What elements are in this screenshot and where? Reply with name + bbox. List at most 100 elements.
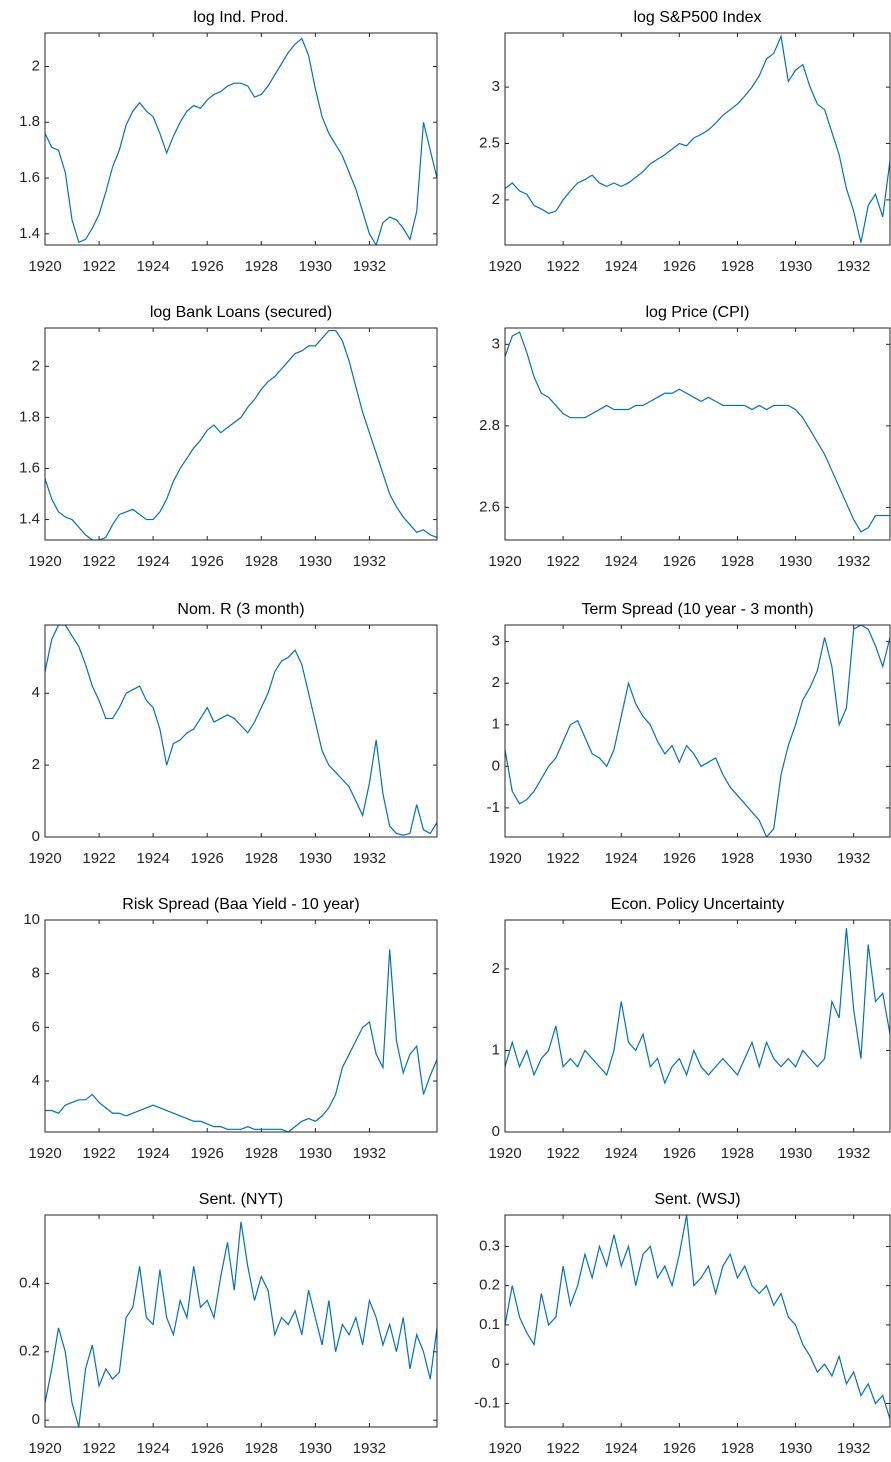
- y-tick-label: 1: [492, 716, 500, 733]
- x-tick-label: 1928: [721, 1145, 754, 1162]
- x-tick-label: 1926: [191, 850, 224, 867]
- panel-title: log Ind. Prod.: [193, 9, 288, 26]
- x-tick-label: 1932: [837, 850, 870, 867]
- x-tick-label: 1932: [837, 1145, 870, 1162]
- x-tick-label: 1922: [82, 258, 115, 275]
- x-tick-label: 1922: [82, 1440, 115, 1457]
- x-tick-label: 1924: [136, 1145, 169, 1162]
- x-tick-label: 1926: [191, 553, 224, 570]
- x-tick-label: 1922: [546, 850, 579, 867]
- x-tick-label: 1928: [245, 1440, 278, 1457]
- x-tick-label: 1924: [605, 553, 638, 570]
- axes-box: [504, 327, 891, 541]
- axes-box: [504, 1214, 891, 1428]
- x-tick-label: 1930: [299, 258, 332, 275]
- y-tick-label: 3: [492, 633, 500, 650]
- panel: Econ. Policy Uncertainty 1920 1922 1924 1926…: [488, 896, 891, 1162]
- x-tick-label: 1920: [488, 1145, 521, 1162]
- x-tick-label: 1920: [28, 850, 61, 867]
- x-tick-label: 1930: [779, 1440, 812, 1457]
- x-tick-label: 1924: [605, 850, 638, 867]
- data-line: [505, 1215, 890, 1420]
- x-tick-label: 1928: [721, 258, 754, 275]
- x-tick-label: 1932: [353, 258, 386, 275]
- y-tick-label: 1.8: [19, 113, 40, 130]
- x-tick-label: 1928: [721, 850, 754, 867]
- x-tick-label: 1932: [353, 553, 386, 570]
- y-tick-label: 3: [492, 78, 500, 95]
- panel-title: Nom. R (3 month): [177, 601, 304, 618]
- x-tick-label: 1922: [546, 1145, 579, 1162]
- x-tick-label: 1920: [488, 1440, 521, 1457]
- y-tick-label: 1.4: [19, 511, 40, 528]
- y-tick-label: 1.6: [19, 459, 40, 476]
- x-tick-label: 1922: [82, 553, 115, 570]
- y-tick-label: 2: [492, 191, 500, 208]
- panel: Risk Spread (Baa Yield - 10 year) 1920 192…: [23, 896, 438, 1162]
- y-tick-label: 4: [32, 684, 40, 701]
- panel: log Bank Loans (secured) 1920 1922 1924 1926…: [19, 304, 438, 570]
- x-tick-label: 1922: [82, 850, 115, 867]
- x-tick-label: 1932: [837, 258, 870, 275]
- y-tick-label: 1.4: [19, 225, 40, 242]
- x-tick-label: 1924: [136, 553, 169, 570]
- x-tick-label: 1924: [605, 1145, 638, 1162]
- y-tick-label: 0: [32, 1411, 40, 1428]
- data-line: [45, 37, 437, 245]
- panel-title: log Bank Loans (secured): [150, 304, 332, 321]
- y-tick-label: 0: [32, 828, 40, 845]
- data-line: [505, 331, 890, 533]
- y-tick-label: 0.1: [479, 1316, 500, 1333]
- y-tick-label: 6: [32, 1018, 40, 1035]
- y-tick-label: 2: [492, 960, 500, 977]
- y-tick-label: 2: [32, 357, 40, 374]
- y-tick-label: 0: [492, 757, 500, 774]
- axes-box: [44, 1214, 438, 1428]
- x-tick-label: 1920: [488, 258, 521, 275]
- x-tick-label: 1924: [136, 1440, 169, 1457]
- x-tick-label: 1930: [299, 1440, 332, 1457]
- x-tick-label: 1932: [837, 553, 870, 570]
- data-line: [505, 928, 890, 1085]
- y-tick-label: 2: [32, 57, 40, 74]
- x-tick-label: 1932: [837, 1440, 870, 1457]
- axes-box: [504, 624, 891, 838]
- y-tick-label: 8: [32, 965, 40, 982]
- y-tick-label: 4: [32, 1072, 40, 1089]
- x-tick-label: 1928: [245, 850, 278, 867]
- x-tick-label: 1930: [299, 1145, 332, 1162]
- data-line: [45, 949, 437, 1132]
- y-tick-label: 0.3: [479, 1237, 500, 1254]
- x-tick-label: 1926: [663, 1145, 696, 1162]
- x-tick-label: 1922: [82, 1145, 115, 1162]
- x-tick-label: 1922: [546, 553, 579, 570]
- data-line: [45, 1221, 437, 1427]
- x-tick-label: 1928: [721, 553, 754, 570]
- x-tick-label: 1924: [605, 258, 638, 275]
- panel: log Ind. Prod. 1920 1922 1924 1926 1928 1930 19…: [19, 9, 438, 275]
- y-tick-label: 2: [492, 674, 500, 691]
- panel: Nom. R (3 month) 1920 1922 1924 1926 1928 1930…: [28, 601, 438, 867]
- x-tick-label: 1924: [136, 258, 169, 275]
- x-tick-label: 1924: [136, 850, 169, 867]
- y-tick-label: 1: [492, 1041, 500, 1058]
- x-tick-label: 1928: [245, 1145, 278, 1162]
- x-tick-label: 1922: [546, 1440, 579, 1457]
- y-tick-label: 1.8: [19, 408, 40, 425]
- x-tick-label: 1926: [191, 1145, 224, 1162]
- y-tick-label: 0: [492, 1123, 500, 1140]
- x-tick-label: 1922: [546, 258, 579, 275]
- y-tick-label: 0.2: [479, 1277, 500, 1294]
- panel-title: Sent. (NYT): [199, 1191, 283, 1208]
- y-tick-label: 0.4: [19, 1274, 40, 1291]
- x-tick-label: 1920: [488, 553, 521, 570]
- y-tick-label: -1: [487, 799, 500, 816]
- y-tick-label: 2.5: [479, 134, 500, 151]
- x-tick-label: 1920: [28, 1145, 61, 1162]
- x-tick-label: 1926: [663, 1440, 696, 1457]
- y-tick-label: 0: [492, 1355, 500, 1372]
- axes-box: [504, 32, 891, 246]
- x-tick-label: 1926: [663, 258, 696, 275]
- panel: Term Spread (10 year - 3 month) 1920 1922 1…: [487, 601, 891, 867]
- axes-box: [44, 327, 438, 541]
